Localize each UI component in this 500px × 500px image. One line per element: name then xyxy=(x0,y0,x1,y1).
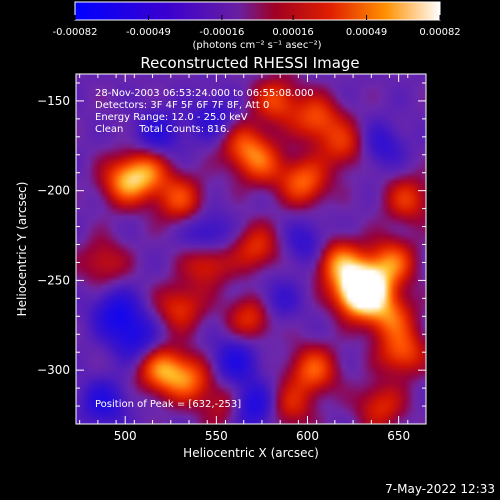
colorbar-tick-label: 0.00082 xyxy=(419,27,460,38)
annotations: 28-Nov-2003 06:53:24.000 to 06:55:08.000… xyxy=(95,88,314,410)
chart-title: Reconstructed RHESSI Image xyxy=(140,54,359,72)
y-tick-label: −200 xyxy=(37,184,70,198)
colorbar-units: (photons cm⁻² s⁻¹ asec⁻²) xyxy=(192,40,321,51)
x-tick-label: 550 xyxy=(205,429,228,443)
x-axis-label: Heliocentric X (arcsec) xyxy=(183,446,319,460)
x-tick-label: 500 xyxy=(114,429,137,443)
colorbar-tick-label: -0.00049 xyxy=(126,27,171,38)
annotation-detectors: Detectors: 3F 4F 5F 6F 7F 8F, Att 0 xyxy=(95,100,269,111)
colorbar-ticks: -0.00082 -0.00049 -0.00016 0.00016 0.00049 0.… xyxy=(53,15,461,38)
y-axis-label: Heliocentric Y (arcsec) xyxy=(15,182,29,317)
colorbar-tick-label: 0.00049 xyxy=(346,27,387,38)
y-tick-label: −300 xyxy=(37,363,70,377)
colorbar-gradient xyxy=(74,1,441,21)
colorbar-tick-label: -0.00016 xyxy=(199,27,244,38)
x-tick-label: 650 xyxy=(387,429,410,443)
annotation-counts: Clean Total Counts: 816. xyxy=(95,124,230,135)
annotation-peak: Position of Peak = [632,-253] xyxy=(95,399,241,410)
annotation-energy: Energy Range: 12.0 - 25.0 keV xyxy=(95,112,248,123)
heatmap-image xyxy=(76,74,426,424)
y-tick-label: −250 xyxy=(37,273,70,287)
timestamp: 7-May-2022 12:33 xyxy=(385,482,495,496)
colorbar-tick-label: -0.00082 xyxy=(53,27,98,38)
axes: 500 550 600 650 −150 −200 −250 −300 xyxy=(37,74,427,443)
colorbar: -0.00082 -0.00049 -0.00016 0.00016 0.00049 0.… xyxy=(53,1,461,51)
annotation-time: 28-Nov-2003 06:53:24.000 to 06:55:08.000 xyxy=(95,88,314,99)
colorbar-tick-label: 0.00016 xyxy=(272,27,313,38)
x-tick-label: 600 xyxy=(296,429,319,443)
plot-frame xyxy=(75,73,427,425)
y-tick-label: −150 xyxy=(37,94,70,108)
